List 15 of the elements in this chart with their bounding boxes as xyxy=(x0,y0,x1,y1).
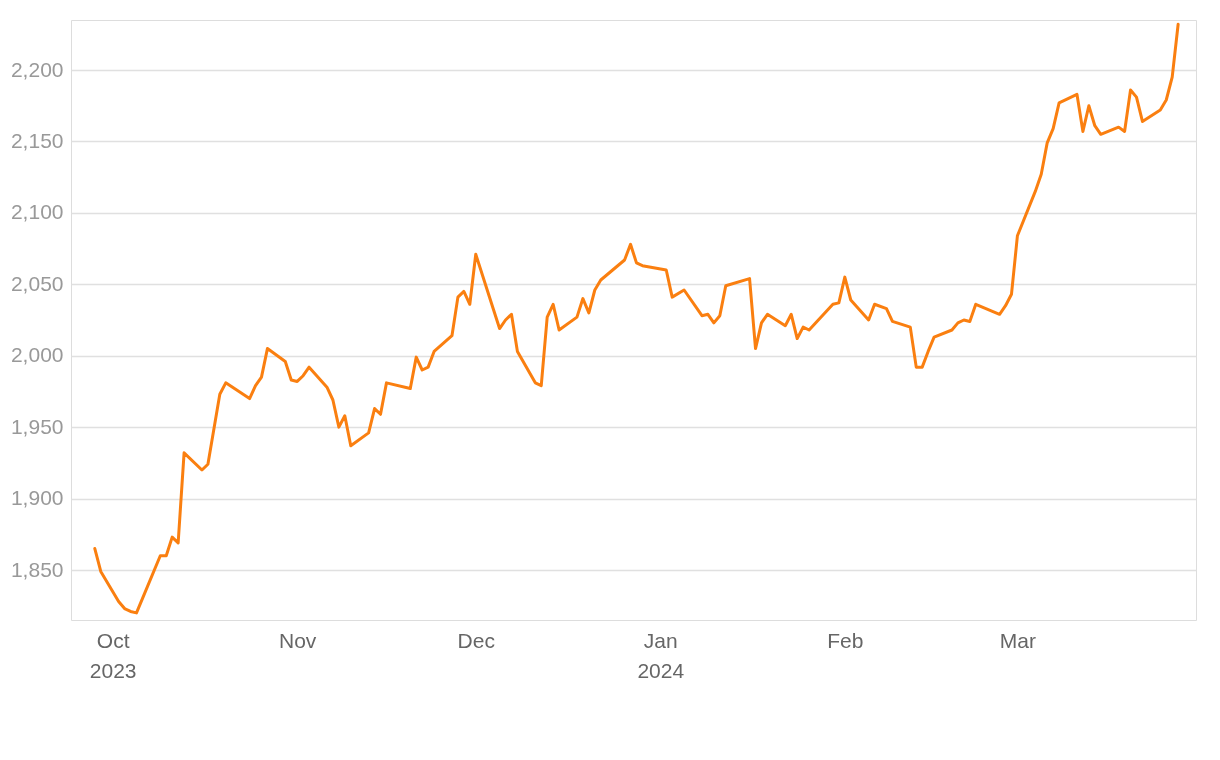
y-tick-label: 2,000 xyxy=(10,343,64,367)
y-tick-label: 1,900 xyxy=(10,486,64,510)
y-tick-label: 2,200 xyxy=(10,57,64,81)
x-tick-label: Dec xyxy=(457,628,495,652)
x-tick-label: Nov xyxy=(279,628,317,652)
x-tick-label: Feb xyxy=(827,628,864,652)
y-tick-label: 2,050 xyxy=(10,271,64,295)
x-tick-label: Oct 2023 xyxy=(89,628,137,682)
y-tick-label: 2,100 xyxy=(10,200,64,224)
y-tick-label: 1,950 xyxy=(10,414,64,438)
x-tick-label: Jan 2024 xyxy=(637,628,685,682)
y-tick-label: 1,850 xyxy=(10,557,64,581)
line-series xyxy=(93,22,1180,615)
x-tick-label: Mar xyxy=(999,628,1037,652)
y-tick-label: 2,150 xyxy=(10,128,64,152)
